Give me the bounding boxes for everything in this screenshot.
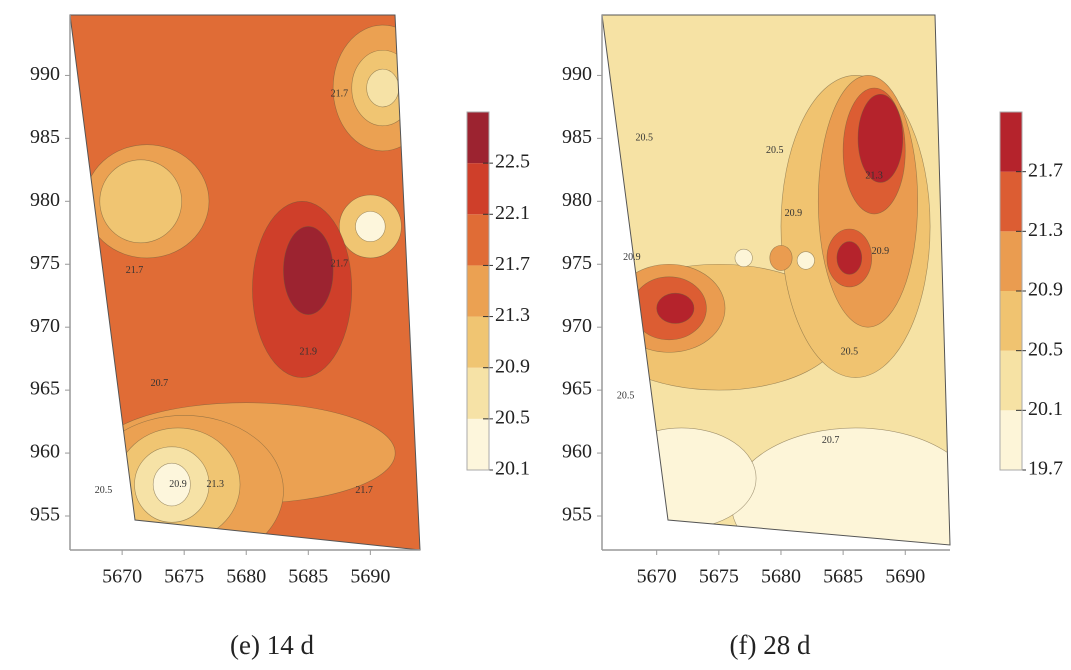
colorbar-band bbox=[1000, 112, 1022, 172]
y-tick-label: 955 bbox=[30, 504, 60, 526]
colorbar-label: 19.7 bbox=[1028, 458, 1063, 480]
contour-band bbox=[730, 427, 950, 545]
x-tick-label: 5685 bbox=[288, 566, 328, 588]
contour-label: 20.5 bbox=[636, 133, 654, 144]
contour-label: 21.7 bbox=[126, 265, 144, 276]
colorbar-frame bbox=[466, 111, 490, 471]
x-tick-label: 5685 bbox=[823, 566, 863, 588]
x-tick-label: 5680 bbox=[761, 566, 801, 588]
colorbar-band bbox=[1000, 171, 1022, 232]
colorbar-label: 21.3 bbox=[495, 304, 530, 326]
y-tick-label: 960 bbox=[562, 441, 592, 463]
y-tick-label: 985 bbox=[562, 126, 592, 148]
contour-band bbox=[355, 211, 386, 242]
y-tick-label: 965 bbox=[30, 378, 60, 400]
y-tick-label: 960 bbox=[30, 441, 60, 463]
panel: 955 960 965 970 975 980 985 990 5670 5675 5680 5685… bbox=[30, 14, 530, 660]
contour-band bbox=[857, 94, 904, 183]
contour-band bbox=[152, 462, 191, 507]
colorbar-label: 21.3 bbox=[1028, 219, 1063, 241]
contour-label: 20.9 bbox=[785, 208, 803, 219]
contour-label: 21.3 bbox=[206, 479, 224, 490]
colorbar-label: 22.1 bbox=[495, 202, 530, 224]
contour-label: 20.9 bbox=[872, 246, 890, 257]
y-tick-label: 965 bbox=[562, 378, 592, 400]
y-tick-label: 955 bbox=[562, 504, 592, 526]
x-tick-label: 5690 bbox=[885, 566, 925, 588]
colorbar-frame bbox=[999, 111, 1023, 471]
contour-band bbox=[656, 292, 695, 324]
colorbar-band bbox=[467, 163, 489, 215]
colorbar-label: 20.5 bbox=[1028, 338, 1063, 360]
colorbar-label: 20.1 bbox=[495, 458, 530, 480]
contour-label: 21.7 bbox=[331, 259, 349, 270]
y-tick-label: 975 bbox=[562, 252, 592, 274]
contour-label: 20.5 bbox=[617, 391, 635, 402]
contour-label: 20.5 bbox=[95, 485, 113, 496]
colorbar-label: 21.7 bbox=[495, 253, 530, 275]
y-tick-label: 985 bbox=[30, 126, 60, 148]
contour-band bbox=[734, 248, 753, 268]
contour-label: 21.9 bbox=[300, 347, 318, 358]
x-tick-label: 5670 bbox=[637, 566, 677, 588]
y-tick-label: 990 bbox=[30, 63, 60, 85]
y-tick-label: 980 bbox=[562, 189, 592, 211]
contour-label: 21.7 bbox=[355, 485, 373, 496]
colorbar-band bbox=[1000, 410, 1022, 470]
x-tick-label: 5675 bbox=[699, 566, 739, 588]
colorbar-label: 20.5 bbox=[495, 406, 530, 428]
colorbar-band bbox=[467, 367, 489, 419]
colorbar-band bbox=[467, 316, 489, 368]
y-tick-label: 980 bbox=[30, 189, 60, 211]
colorbar-label: 20.9 bbox=[1028, 279, 1063, 301]
contour-label: 20.7 bbox=[151, 378, 169, 389]
contour-field bbox=[602, 15, 950, 545]
contour-field bbox=[70, 15, 420, 550]
x-tick-label: 5690 bbox=[350, 566, 390, 588]
colorbar-band bbox=[467, 112, 489, 164]
colorbar-band bbox=[1000, 350, 1022, 411]
colorbar-label: 20.1 bbox=[1028, 398, 1063, 420]
caption: (f) 28 d bbox=[730, 630, 811, 660]
contour-band bbox=[796, 251, 815, 270]
colorbar-label: 20.9 bbox=[495, 355, 530, 377]
contour-band bbox=[366, 68, 400, 108]
contour-band bbox=[283, 226, 334, 315]
colorbar-label: 21.7 bbox=[1028, 159, 1063, 181]
colorbar-band bbox=[467, 418, 489, 470]
contour-label: 21.3 bbox=[865, 170, 883, 181]
y-tick-label: 970 bbox=[562, 315, 592, 337]
y-tick-label: 970 bbox=[30, 315, 60, 337]
contour-label: 21.7 bbox=[331, 89, 349, 100]
y-tick-label: 975 bbox=[30, 252, 60, 274]
colorbar-band bbox=[1000, 291, 1022, 351]
contour-label: 20.5 bbox=[766, 145, 784, 156]
x-tick-label: 5670 bbox=[102, 566, 142, 588]
contour-label: 20.9 bbox=[623, 252, 641, 263]
contour-label: 20.7 bbox=[822, 435, 840, 446]
panel: 955 960 965 970 975 980 985 990 5670 5675 5680 5685… bbox=[562, 14, 1063, 660]
colorbar-band bbox=[467, 265, 489, 317]
contour-band bbox=[769, 245, 793, 271]
contour-label: 20.9 bbox=[169, 479, 187, 490]
contour-label: 20.5 bbox=[841, 347, 859, 358]
domain-outline bbox=[601, 14, 951, 546]
caption: (e) 14 d bbox=[230, 630, 314, 660]
colorbar-band bbox=[1000, 231, 1022, 291]
y-tick-label: 990 bbox=[562, 63, 592, 85]
x-tick-label: 5680 bbox=[226, 566, 266, 588]
colorbar-band bbox=[467, 214, 489, 266]
contour-band bbox=[99, 159, 183, 244]
colorbar-label: 22.5 bbox=[495, 151, 530, 173]
contour-band bbox=[836, 241, 863, 275]
contour-band bbox=[606, 427, 757, 529]
x-tick-label: 5675 bbox=[164, 566, 204, 588]
